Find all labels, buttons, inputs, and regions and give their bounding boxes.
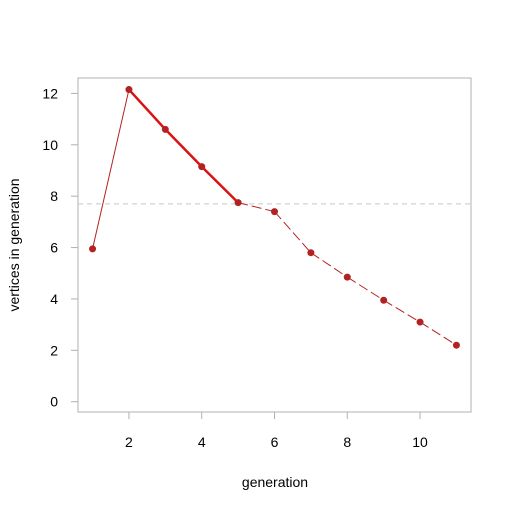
- y-tick-label: 8: [50, 188, 58, 204]
- data-point: [161, 125, 169, 133]
- data-point: [234, 199, 242, 207]
- y-tick-label: 6: [50, 240, 58, 256]
- data-point: [416, 318, 424, 326]
- highlight-segment: [164, 128, 203, 168]
- y-axis: 0 2 4 6 8 10 12: [42, 85, 78, 410]
- highlight-segment: [128, 88, 167, 131]
- highlight-segment: [200, 165, 239, 204]
- y-tick-label: 0: [50, 394, 58, 410]
- x-tick-label: 8: [343, 434, 351, 450]
- series-points: [89, 86, 460, 349]
- series-segment: [419, 321, 457, 346]
- x-axis: 2 4 6 8 10: [125, 412, 428, 450]
- y-tick-label: 12: [42, 85, 58, 101]
- x-tick-label: 10: [412, 434, 428, 450]
- x-tick-label: 6: [271, 434, 279, 450]
- series-segments: [92, 88, 457, 346]
- data-point: [89, 245, 97, 253]
- y-tick-label: 4: [50, 291, 58, 307]
- series-segment: [274, 211, 312, 254]
- data-point: [307, 249, 315, 257]
- y-tick-label: 10: [42, 137, 58, 153]
- series-segment: [310, 252, 348, 278]
- x-tick-label: 2: [125, 434, 133, 450]
- series-segment: [92, 89, 130, 249]
- series-segment: [383, 299, 421, 323]
- data-point: [343, 273, 351, 281]
- data-point: [380, 296, 388, 304]
- plot-frame: [77, 77, 472, 413]
- data-point: [452, 341, 460, 349]
- x-axis-title: generation: [242, 474, 308, 490]
- data-point: [198, 163, 206, 171]
- y-axis-title: vertices in generation: [6, 178, 22, 311]
- data-point: [271, 208, 278, 216]
- y-tick-label: 2: [50, 342, 58, 358]
- data-point: [125, 86, 133, 94]
- x-tick-label: 4: [198, 434, 206, 450]
- series-segment: [347, 276, 384, 301]
- series-segment: [237, 202, 275, 213]
